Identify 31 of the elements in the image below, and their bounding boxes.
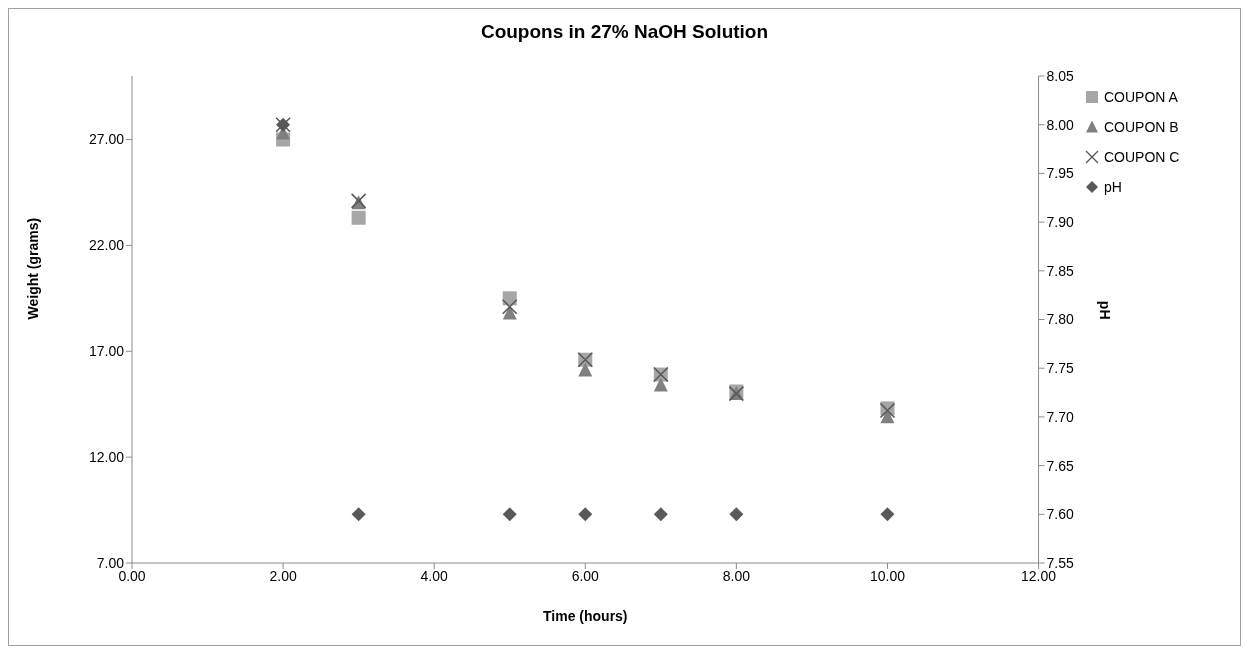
legend-label: COUPON B xyxy=(1104,119,1179,135)
y2-tick-label: 7.85 xyxy=(1046,262,1075,279)
y2-tick-label: 7.70 xyxy=(1046,408,1075,425)
y-tick-label: 17.00 xyxy=(88,343,125,360)
x-tick-label: 10.00 xyxy=(869,567,906,584)
x-axis-title: Time (hours) xyxy=(543,608,628,624)
point xyxy=(653,377,668,392)
legend-label: COUPON C xyxy=(1104,149,1180,165)
legend-label: COUPON A xyxy=(1104,89,1178,105)
y2-tick-label: 7.80 xyxy=(1046,311,1075,328)
y-tick-label: 12.00 xyxy=(88,449,125,466)
legend-label: pH xyxy=(1104,179,1122,195)
y2-tick-label: 7.65 xyxy=(1046,457,1075,474)
y-axis-title: Weight (grams) xyxy=(24,217,41,320)
x-tick-label: 6.00 xyxy=(571,567,600,584)
y2-tick-label: 8.05 xyxy=(1046,67,1075,84)
y2-tick-label: 7.95 xyxy=(1046,165,1075,182)
y2-axis-title: pH xyxy=(1096,300,1113,320)
y-tick-label: 27.00 xyxy=(88,131,125,148)
x-tick-label: 4.00 xyxy=(420,567,449,584)
x-tick-label: 2.00 xyxy=(269,567,297,584)
y2-tick-label: 8.00 xyxy=(1046,116,1075,133)
x-tick-label: 8.00 xyxy=(722,567,751,584)
point xyxy=(501,299,518,315)
chart-title: Coupons in 27% NaOH Solution xyxy=(479,21,770,43)
y2-tick-label: 7.75 xyxy=(1046,360,1075,377)
point xyxy=(578,362,593,377)
y-tick-label: 22.00 xyxy=(88,237,125,254)
y2-tick-label: 7.90 xyxy=(1046,214,1075,231)
y2-tick-label: 7.60 xyxy=(1046,506,1075,523)
point xyxy=(351,210,366,225)
